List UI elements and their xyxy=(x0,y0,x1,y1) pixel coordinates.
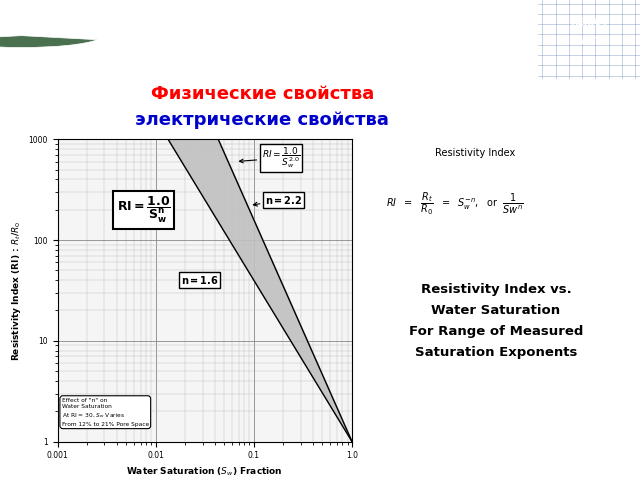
Text: $\mathbf{RI=\dfrac{1.0}{S_w^n}}$: $\mathbf{RI=\dfrac{1.0}{S_w^n}}$ xyxy=(116,194,170,225)
Text: электрические свойства: электрические свойства xyxy=(136,111,389,129)
Text: $RI\ \ =\ \ \dfrac{R_t}{R_0}\ \ =\ \ S_w^{-n},\ \ \mathrm{or}\ \ \dfrac{1}{Sw^n}: $RI\ \ =\ \ \dfrac{R_t}{R_0}\ \ =\ \ S_w… xyxy=(386,191,524,217)
Text: Resistivity Index: Resistivity Index xyxy=(435,148,515,158)
Circle shape xyxy=(0,22,118,50)
Text: Физические свойства: Физические свойства xyxy=(151,84,374,103)
Text: Effect of "n" on
Water Saturation
At RI = 30, $S_w$ Varies
From 12% to 21% Pore : Effect of "n" on Water Saturation At RI … xyxy=(61,397,149,427)
Text: WATT: WATT xyxy=(575,36,603,46)
Text: $RI = \dfrac{1.0}{S_w^{2.0}}$: $RI = \dfrac{1.0}{S_w^{2.0}}$ xyxy=(239,146,300,170)
Y-axis label: Resistivity Index (RI) : $R_t$/$R_0$: Resistivity Index (RI) : $R_t$/$R_0$ xyxy=(10,220,23,360)
Text: $\mathbf{n = 2.2}$: $\mathbf{n = 2.2}$ xyxy=(253,194,302,206)
Text: HERIOT: HERIOT xyxy=(570,18,608,27)
Text: Магистерские программы: Магистерские программы xyxy=(269,40,356,45)
Text: MSc Programs: MSc Programs xyxy=(269,17,353,27)
Text: Petroleum Learning Centre: Petroleum Learning Centre xyxy=(65,17,224,27)
Text: специалистов нефтегазового дела: специалистов нефтегазового дела xyxy=(65,57,167,62)
Text: Resistivity Index vs.
Water Saturation
For Range of Measured
Saturation Exponent: Resistivity Index vs. Water Saturation F… xyxy=(409,283,583,359)
Wedge shape xyxy=(0,36,97,48)
X-axis label: Water Saturation ($S_w$) Fraction: Water Saturation ($S_w$) Fraction xyxy=(127,466,283,479)
Text: $\mathbf{n = 1.6}$: $\mathbf{n = 1.6}$ xyxy=(180,274,218,286)
Text: центр профессиональной переподготовки: центр профессиональной переподготовки xyxy=(65,40,189,45)
Text: UNIVERSITY: UNIVERSITY xyxy=(574,57,604,62)
